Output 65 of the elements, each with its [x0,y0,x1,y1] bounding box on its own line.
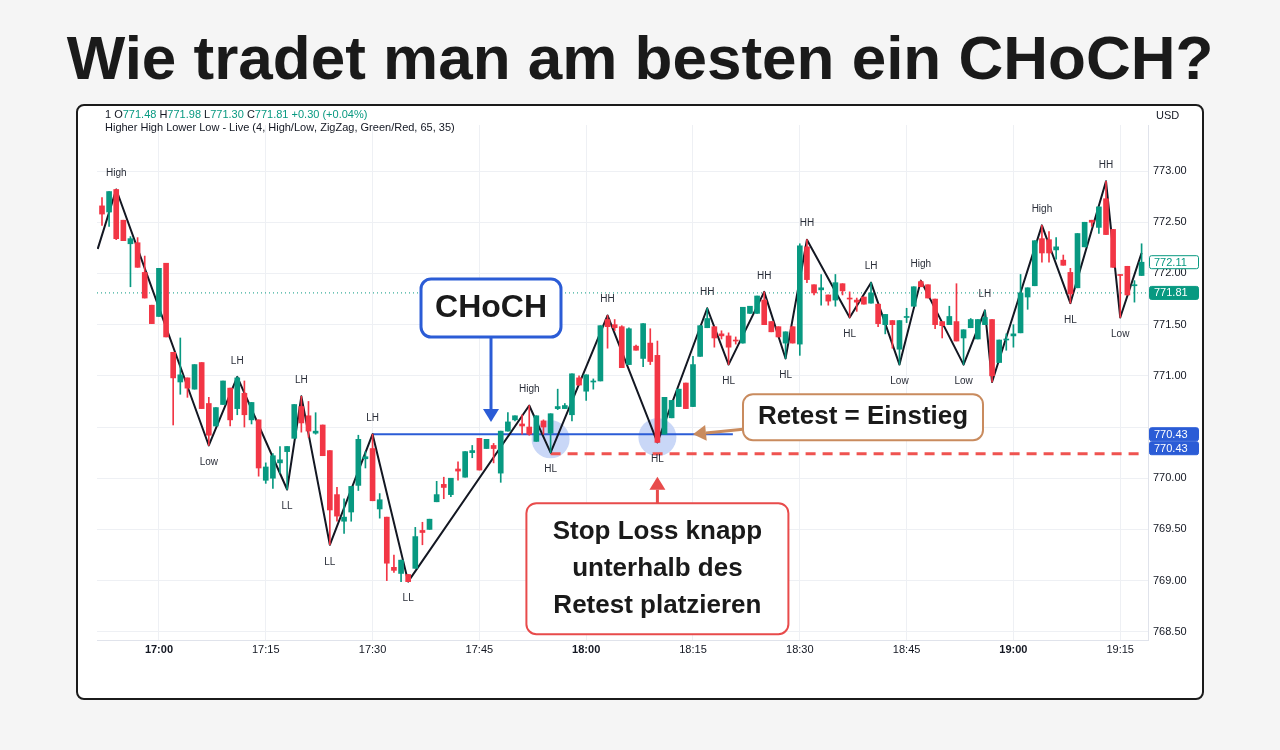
annotation: High [105,167,127,179]
x-tick-label: 18:00 [572,642,601,655]
y-tick-label: 769.00 [1153,573,1187,586]
x-tick-label: 17:45 [465,642,494,655]
annotation: LH [864,260,878,272]
candlestick [440,476,447,500]
text: 770.43 [1154,427,1188,440]
x-tick-label: 18:45 [892,642,921,655]
annotation: HH [756,269,772,281]
annotation: HL [544,463,558,475]
candlestick [818,274,824,306]
candlestick [391,554,397,573]
annotation: Low [199,456,219,468]
y-tick-label: 772.50 [1153,215,1187,228]
annotation: LL [324,555,336,567]
x-tick-label: 17:30 [358,642,387,655]
annotation: LL [281,500,294,512]
y-tick-label: 770.00 [1153,471,1187,484]
annotation: Retest = Einstieg [757,400,969,431]
annotation: Low [954,375,974,387]
annotation: Low [1111,328,1131,340]
annotation: High [1031,203,1053,215]
annotation: Low [890,375,910,387]
annotation: Stop Loss knapp unterhalb des Retest platzieren [552,514,763,619]
candlestick [1117,274,1124,318]
y-tick-label: 769.50 [1153,522,1187,535]
annotation: LL [402,592,415,604]
text: 772.11 [1154,255,1187,268]
candlestick [284,446,290,490]
ref-line-label: 771.81 [1154,286,1188,299]
annotation: LH [978,288,992,300]
y-tick-label: 771.00 [1153,368,1187,381]
text: 1 O771.48 H771.98 L771.30 C771.81 +0.30 (+0.04%) [105,108,368,121]
x-tick-label: 19:15 [1106,642,1134,655]
x-tick-label: 18:30 [786,642,814,655]
y-tick-label: 772.00 [1153,266,1187,279]
annotation: HL [779,369,793,381]
annotation: HL [651,453,665,465]
text: 770.43 [1154,441,1188,454]
annotation: LH [294,374,308,386]
annotation: High [518,383,540,395]
y-axis-title: USD [1156,109,1180,122]
chart-title: Wie tradet man am besten ein CHoCH? [65,22,1215,94]
annotation: LH [230,354,244,366]
y-tick-label: 771.50 [1153,317,1187,330]
y-tick-label: 773.00 [1153,164,1187,177]
annotation: HH [799,217,815,229]
y-tick-label: 768.50 [1153,624,1187,637]
candlestick [526,405,533,436]
annotation: HH [699,286,715,298]
x-tick-label: 19:00 [999,642,1028,655]
x-tick-label: 17:15 [251,642,280,655]
annotation: HH [1098,159,1114,171]
annotation: HH [600,293,615,305]
x-tick-label: 18:15 [679,642,707,655]
annotation: High [910,258,932,270]
annotation: LH [366,411,379,423]
annotation: HL [1063,313,1078,325]
annotation: HL [722,375,736,387]
candlestick [177,337,184,395]
x-tick-label: 17:00 [144,642,174,655]
candlestick [341,498,347,534]
text: Higher High Lower Low - Live (4, High/Low, ZigZag, Green/Red, 65, 35) [105,121,455,134]
annotation: HL [843,328,857,340]
annotation: CHoCH [435,287,547,324]
